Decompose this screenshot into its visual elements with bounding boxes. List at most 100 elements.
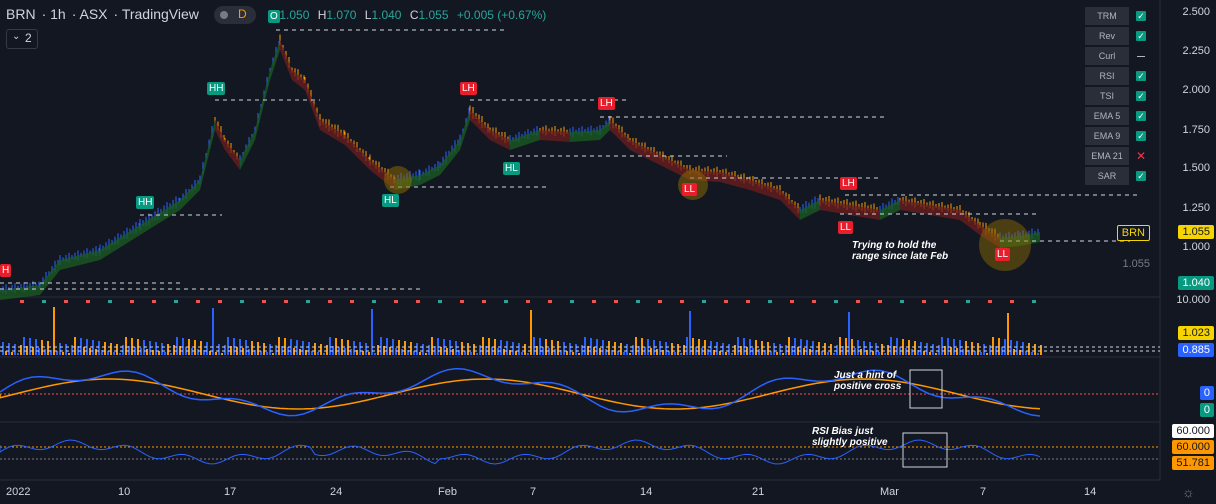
rsi-low-tag: 51.781 xyxy=(1172,456,1214,470)
volume-bar xyxy=(785,345,787,355)
volume-bar xyxy=(359,342,361,355)
signal-dot xyxy=(790,300,794,303)
volume-bar xyxy=(716,342,718,355)
signal-dot xyxy=(702,300,706,303)
status-label: Curl xyxy=(1085,47,1129,65)
signal-dot xyxy=(1010,300,1014,303)
volume-bar xyxy=(1040,345,1042,355)
signal-dot xyxy=(42,300,46,303)
signal-dot xyxy=(394,300,398,303)
volume-bar xyxy=(59,343,61,355)
volume-bar xyxy=(95,349,97,355)
highlight-circle xyxy=(979,219,1031,271)
check-icon: ✓ xyxy=(1136,11,1146,21)
signal-dot xyxy=(548,300,552,303)
volume-bar xyxy=(410,342,412,355)
status-row: EMA 5 ✓ xyxy=(1085,107,1151,127)
signal-dot xyxy=(482,300,486,303)
indicator-collapse-button[interactable]: ⌄ 2 xyxy=(6,29,38,49)
volume-bar xyxy=(983,344,985,355)
ema-band xyxy=(460,110,470,150)
ema-band xyxy=(200,120,215,190)
ema-band xyxy=(280,40,292,80)
volume-bar xyxy=(224,345,226,355)
indicator-count: 2 xyxy=(25,31,32,45)
volume-bar xyxy=(56,351,58,355)
volume-bar xyxy=(713,350,715,355)
check-icon: ✓ xyxy=(1136,131,1146,141)
volume-bar xyxy=(974,351,976,355)
interval-label[interactable]: 1h xyxy=(50,6,66,22)
symbol-name[interactable]: BRN xyxy=(6,6,36,22)
signal-dot xyxy=(922,300,926,303)
volume-bar xyxy=(467,343,469,355)
signal-dot xyxy=(196,300,200,303)
volume-bar xyxy=(782,353,784,355)
volume-top-label: 10.000 xyxy=(1176,294,1210,306)
volume-bar xyxy=(1007,313,1009,355)
symbol-header[interactable]: BRN · 1h · ASX · TradingView xyxy=(6,6,199,22)
price-tick-label: 1.750 xyxy=(1182,124,1210,136)
volume-bar xyxy=(878,352,880,355)
volume-bar xyxy=(2,342,4,355)
time-tick-label: Feb xyxy=(438,486,457,498)
ema-band xyxy=(270,40,280,80)
status-label: TRM xyxy=(1085,7,1129,25)
signal-dot xyxy=(306,300,310,303)
volume-bar xyxy=(248,349,250,355)
volume-bar xyxy=(419,352,421,355)
volume-yellow-tag: 1.023 xyxy=(1178,326,1214,340)
price-tick-label: 2.250 xyxy=(1182,45,1210,57)
volume-bar xyxy=(812,341,814,355)
volume-bar xyxy=(320,344,322,355)
signal-dot xyxy=(900,300,904,303)
swing-marker: LH xyxy=(598,97,615,110)
volume-bar xyxy=(986,353,988,355)
volume-bar xyxy=(17,353,19,355)
price-axis[interactable]: 2.500 2.250 2.000 1.750 1.500 1.250 1.000 1.055… xyxy=(1116,0,1216,504)
signal-dot xyxy=(416,300,420,303)
volume-bar xyxy=(860,349,862,355)
session-badge[interactable]: D xyxy=(214,6,256,24)
check-icon: ✓ xyxy=(1136,71,1146,81)
check-icon: ✓ xyxy=(1136,111,1146,121)
volume-bar xyxy=(74,337,76,355)
volume-bar xyxy=(356,350,358,355)
ema-band xyxy=(880,200,900,220)
time-tick-label: Mar xyxy=(880,486,899,498)
ema-band xyxy=(100,225,140,260)
time-tick-label: 24 xyxy=(330,486,343,498)
volume-bar xyxy=(260,351,262,355)
macd-signal-line xyxy=(0,378,1041,410)
status-row: EMA 21 ✕ xyxy=(1085,147,1151,167)
volume-bar xyxy=(962,349,964,355)
volume-bar xyxy=(575,344,577,355)
symbol-price-tag: BRN xyxy=(1116,225,1150,241)
volume-bar xyxy=(866,350,868,355)
volume-bar xyxy=(1016,341,1018,355)
settings-gear-icon[interactable]: ☼ xyxy=(1182,484,1195,500)
volume-bar xyxy=(23,337,25,355)
volume-bar xyxy=(965,341,967,355)
volume-bar xyxy=(299,349,301,355)
signal-dot xyxy=(130,300,134,303)
time-tick-label: 10 xyxy=(118,486,131,498)
volume-bar xyxy=(689,311,691,355)
signal-dot xyxy=(218,300,222,303)
volume-bar xyxy=(809,349,811,355)
ema-band xyxy=(140,200,180,235)
volume-bar xyxy=(206,342,208,355)
volume-bar xyxy=(464,351,466,355)
volume-bar xyxy=(305,350,307,355)
signal-dot xyxy=(636,300,640,303)
status-label: EMA 9 xyxy=(1085,127,1129,145)
rsi-top-tag: 60.000 xyxy=(1172,424,1214,438)
volume-bar xyxy=(1013,349,1015,355)
swing-marker: LL xyxy=(682,183,698,196)
volume-bar xyxy=(722,343,724,355)
ema-band xyxy=(440,140,460,175)
volume-bar xyxy=(509,350,511,355)
volume-bar xyxy=(563,342,565,355)
volume-bar xyxy=(11,352,13,355)
